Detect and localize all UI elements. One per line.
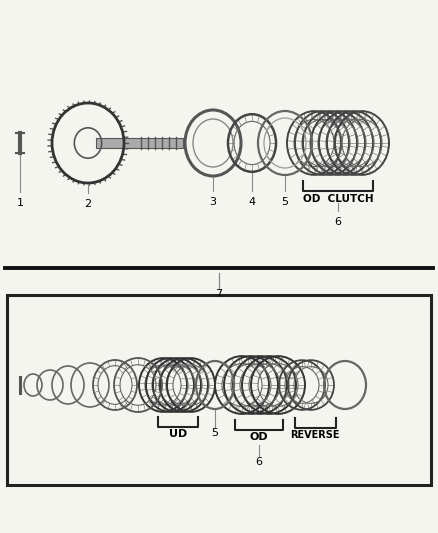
Text: 2: 2 [85, 199, 92, 209]
Text: 6: 6 [335, 217, 342, 227]
Text: 1: 1 [17, 198, 24, 208]
Text: 5: 5 [282, 197, 289, 207]
Text: REVERSE: REVERSE [290, 430, 340, 440]
Text: OD  CLUTCH: OD CLUTCH [303, 194, 373, 204]
Text: OD: OD [250, 432, 268, 442]
Text: 5: 5 [212, 428, 219, 438]
Bar [96, 138, 183, 148]
Text: 7: 7 [215, 289, 223, 299]
Text: 3: 3 [209, 197, 216, 207]
Bar [7, 295, 431, 485]
Text: UD: UD [169, 429, 187, 439]
Text: 4: 4 [248, 197, 255, 207]
Text: 6: 6 [255, 457, 262, 467]
